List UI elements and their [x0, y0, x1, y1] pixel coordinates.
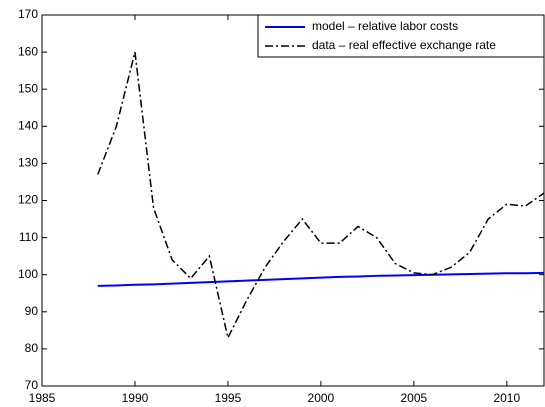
x-tick-label: 2000 [308, 391, 335, 405]
x-tick-label: 2010 [493, 391, 520, 405]
y-tick-label: 170 [18, 7, 38, 21]
y-tick-label: 120 [18, 193, 38, 207]
y-tick-label: 90 [25, 304, 39, 318]
x-tick-label: 2005 [401, 391, 428, 405]
y-tick-label: 160 [18, 44, 38, 58]
plot-area [41, 14, 545, 387]
legend-label: data – real effective exchange rate [312, 38, 496, 52]
y-tick-label: 150 [18, 81, 38, 95]
y-tick-label: 70 [25, 378, 39, 392]
series-line [97, 51, 545, 340]
x-tick-label: 1990 [122, 391, 149, 405]
y-tick-label: 130 [18, 156, 38, 170]
legend-box [257, 14, 545, 58]
series-line [97, 271, 545, 287]
legend-label: model – relative labor costs [312, 19, 458, 33]
y-tick-label: 140 [18, 118, 38, 132]
y-tick-label: 80 [25, 341, 39, 355]
x-tick-label: 1985 [29, 391, 56, 405]
y-tick-label: 100 [18, 267, 38, 281]
x-tick-label: 1995 [215, 391, 242, 405]
y-tick-label: 110 [19, 230, 38, 244]
